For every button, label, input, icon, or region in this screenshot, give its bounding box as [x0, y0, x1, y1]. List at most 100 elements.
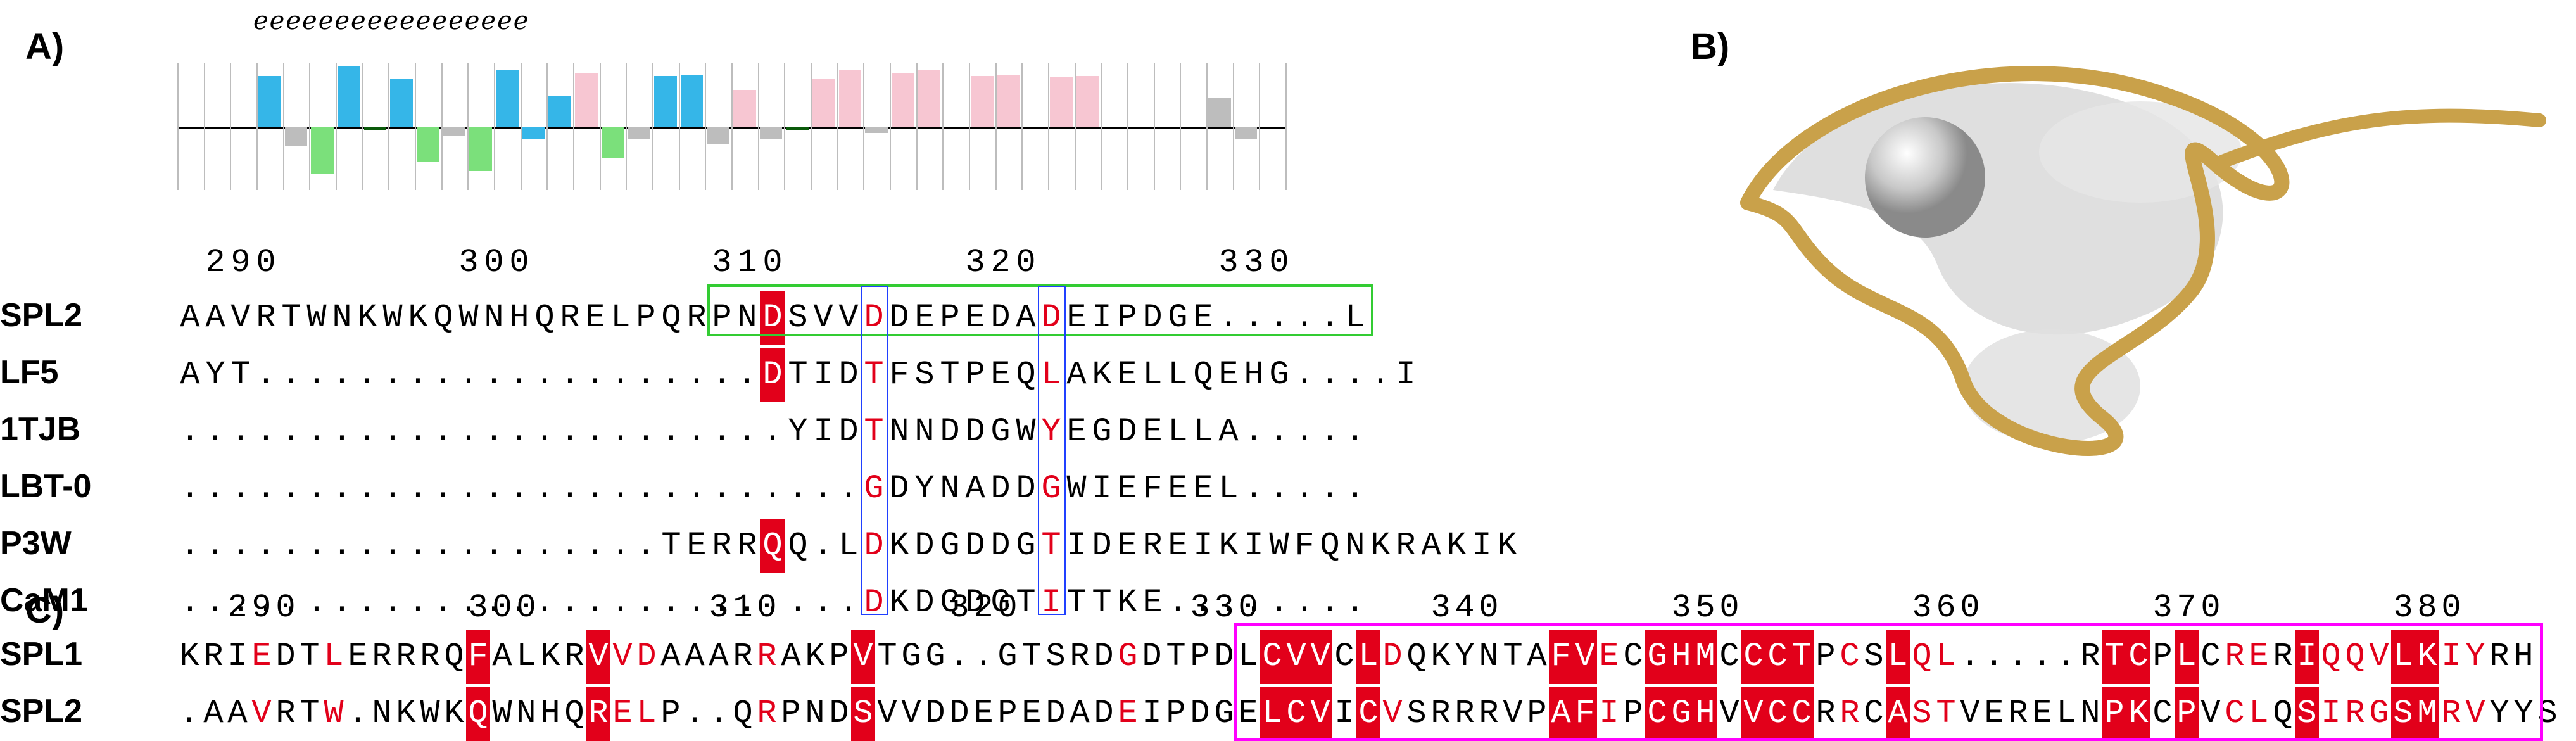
residue: D: [861, 291, 887, 345]
residue: I: [1332, 687, 1356, 741]
residue: R: [1477, 687, 1501, 741]
residue: G: [995, 630, 1020, 684]
profile-bar: [1050, 77, 1073, 127]
residue: T: [298, 630, 322, 684]
residue: E: [1020, 687, 1044, 741]
residue: E: [1114, 462, 1140, 516]
residue: I: [225, 630, 249, 684]
residue: .: [557, 348, 583, 402]
residue: .: [481, 462, 507, 516]
residue: E: [1165, 462, 1190, 516]
residue: .: [355, 405, 380, 459]
residue: M: [1693, 630, 1717, 684]
profile-tick: [731, 63, 733, 190]
residue: P: [1814, 630, 1838, 684]
residue: Q: [1405, 630, 1429, 684]
residue: N: [370, 687, 394, 741]
residue: G: [1116, 630, 1140, 684]
residue: F: [887, 348, 912, 402]
profile-tick: [600, 63, 601, 190]
residue: I: [1393, 348, 1418, 402]
residue: G: [1013, 519, 1039, 573]
residue: Y: [912, 462, 937, 516]
alignment-row: 1TJB........................YIDTNNDDGWYE…: [0, 402, 1520, 459]
residue: .: [431, 348, 456, 402]
residue: V: [1717, 687, 1741, 741]
residue: Y: [785, 405, 811, 459]
residue: .: [329, 405, 355, 459]
profile-tick: [863, 63, 864, 190]
residue: R: [731, 630, 755, 684]
profile-tick: [336, 63, 337, 190]
residue: S: [1862, 630, 1886, 684]
residue: .: [735, 462, 760, 516]
residue: R: [394, 630, 418, 684]
residue: Q: [431, 291, 456, 345]
residue: R: [709, 519, 735, 573]
profile-bar: [496, 70, 519, 127]
residue: D: [1188, 687, 1212, 741]
profile-tick: [388, 63, 389, 190]
profile-bar: [892, 73, 914, 127]
residue: C: [1356, 687, 1380, 741]
residue: T: [1501, 630, 1525, 684]
residue: T: [2102, 630, 2126, 684]
residue: P: [937, 291, 963, 345]
profile-tick: [204, 63, 205, 190]
residue: .: [709, 405, 735, 459]
residue: A: [177, 348, 203, 402]
residue: .: [456, 348, 481, 402]
profile-bar: [1076, 76, 1099, 127]
residue: D: [1140, 630, 1164, 684]
residue: S: [1405, 687, 1429, 741]
residue: .: [203, 519, 228, 573]
residue: E: [684, 519, 709, 573]
residue: .: [329, 462, 355, 516]
residue: Q: [1317, 519, 1342, 573]
residue: L: [2391, 630, 2415, 684]
residue: .: [1292, 405, 1317, 459]
profile-tick: [679, 63, 680, 190]
residue: .: [583, 405, 608, 459]
residue: K: [538, 630, 562, 684]
residue: A: [1886, 687, 1910, 741]
residue: L: [2247, 687, 2271, 741]
sequence-name: SPL1: [0, 627, 177, 681]
residue: L: [2054, 687, 2078, 741]
residue: .: [684, 348, 709, 402]
residue: .: [583, 348, 608, 402]
residue: E: [1236, 687, 1260, 741]
residue: K: [803, 630, 827, 684]
profile-tick: [1048, 63, 1049, 190]
residue: .: [2006, 630, 2030, 684]
profile-bar: [997, 75, 1020, 127]
residue: R: [253, 291, 279, 345]
residue: S: [785, 291, 811, 345]
residue: V: [1501, 687, 1525, 741]
profile-bar: [971, 76, 994, 127]
residue: V: [811, 291, 836, 345]
residue: K: [1429, 630, 1453, 684]
residue: P: [827, 630, 851, 684]
alignment-a-ruler: 290 300 310 320 330: [177, 244, 1342, 281]
residue: R: [684, 291, 709, 345]
residue: .: [228, 519, 253, 573]
residue: E: [1190, 462, 1216, 516]
residue: .: [633, 348, 659, 402]
residue: Y: [2511, 687, 2535, 741]
residue: P: [1164, 687, 1188, 741]
residue: .: [633, 519, 659, 573]
residue: R: [2006, 687, 2030, 741]
residue: G: [1645, 630, 1669, 684]
residue: V: [1958, 687, 1982, 741]
residue: .: [346, 687, 370, 741]
residue: G: [1212, 687, 1236, 741]
residue: G: [2367, 687, 2391, 741]
residue: R: [755, 630, 779, 684]
residue: Q: [731, 687, 755, 741]
profile-bar: [548, 96, 571, 127]
sequence-name: 1TJB: [0, 402, 177, 457]
profile-bar: [681, 75, 704, 127]
residue: K: [2126, 687, 2150, 741]
residue: G: [1039, 462, 1064, 516]
